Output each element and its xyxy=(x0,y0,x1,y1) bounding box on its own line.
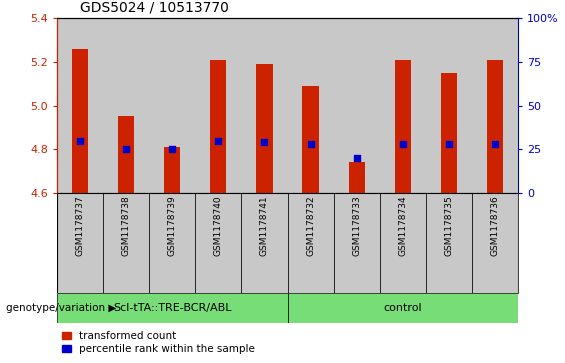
Bar xyxy=(210,60,227,193)
Text: GSM1178735: GSM1178735 xyxy=(444,195,453,256)
Text: GSM1178737: GSM1178737 xyxy=(76,195,85,256)
Bar xyxy=(426,18,472,193)
Point xyxy=(121,146,131,152)
Point xyxy=(352,155,361,161)
Text: Scl-tTA::TRE-BCR/ABL: Scl-tTA::TRE-BCR/ABL xyxy=(113,303,232,313)
Point xyxy=(76,138,85,143)
Text: GSM1178741: GSM1178741 xyxy=(260,195,269,256)
Bar xyxy=(241,18,288,193)
Text: control: control xyxy=(384,303,422,313)
Point xyxy=(168,146,177,152)
Bar xyxy=(349,162,365,193)
Point xyxy=(398,141,407,147)
Bar xyxy=(72,49,88,193)
Bar xyxy=(472,193,518,293)
Text: GSM1178734: GSM1178734 xyxy=(398,195,407,256)
Bar xyxy=(103,193,149,293)
Bar xyxy=(57,293,288,323)
Bar xyxy=(103,18,149,193)
Bar xyxy=(149,18,195,193)
Bar xyxy=(57,18,103,193)
Point xyxy=(444,141,453,147)
Text: GSM1178733: GSM1178733 xyxy=(352,195,361,256)
Text: GSM1178740: GSM1178740 xyxy=(214,195,223,256)
Bar xyxy=(487,60,503,193)
Bar xyxy=(118,117,134,193)
Bar xyxy=(257,64,272,193)
Bar xyxy=(195,18,241,193)
Bar xyxy=(57,193,103,293)
Bar xyxy=(288,293,518,323)
Text: GSM1178739: GSM1178739 xyxy=(168,195,177,256)
Bar xyxy=(333,193,380,293)
Bar xyxy=(149,193,195,293)
Point xyxy=(214,138,223,143)
Text: genotype/variation ▶: genotype/variation ▶ xyxy=(6,303,116,313)
Bar xyxy=(333,18,380,193)
Point xyxy=(260,139,269,145)
Text: GDS5024 / 10513770: GDS5024 / 10513770 xyxy=(80,0,229,14)
Legend: transformed count, percentile rank within the sample: transformed count, percentile rank withi… xyxy=(62,331,255,354)
Bar xyxy=(195,193,241,293)
Bar xyxy=(380,18,426,193)
Bar xyxy=(288,193,333,293)
Point xyxy=(306,141,315,147)
Bar xyxy=(395,60,411,193)
Text: GSM1178738: GSM1178738 xyxy=(121,195,131,256)
Bar xyxy=(164,147,180,193)
Bar xyxy=(380,193,426,293)
Bar xyxy=(302,86,319,193)
Text: GSM1178732: GSM1178732 xyxy=(306,195,315,256)
Bar xyxy=(288,18,333,193)
Bar xyxy=(441,73,457,193)
Bar xyxy=(472,18,518,193)
Point xyxy=(490,141,499,147)
Bar xyxy=(426,193,472,293)
Text: GSM1178736: GSM1178736 xyxy=(490,195,499,256)
Bar xyxy=(241,193,288,293)
